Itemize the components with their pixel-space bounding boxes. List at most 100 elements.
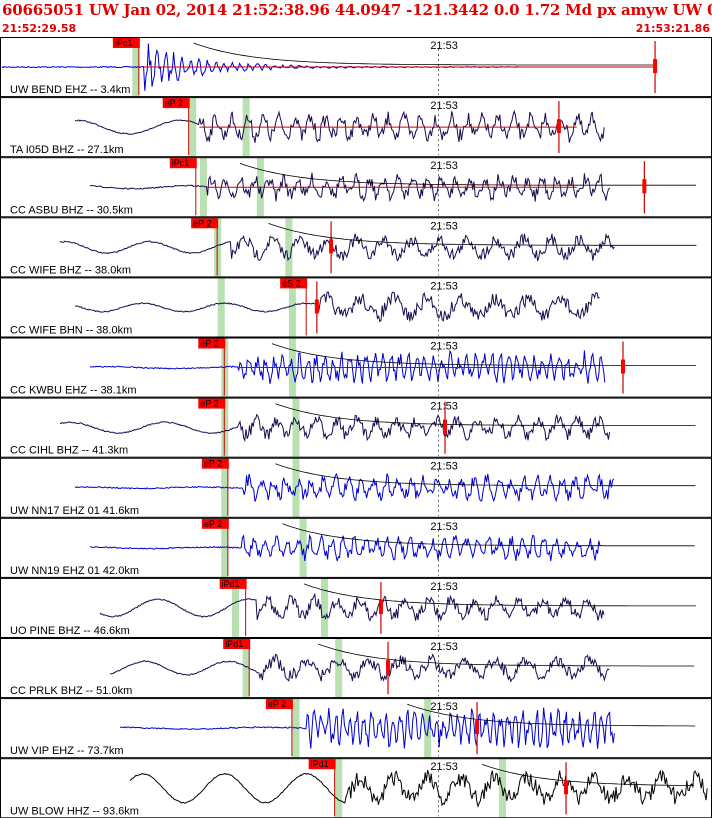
end-mark bbox=[329, 239, 334, 254]
pick-label-box bbox=[191, 218, 219, 229]
p-arrival-band bbox=[231, 578, 239, 637]
pick-label: iPc1 bbox=[115, 38, 133, 48]
minute-label: 21:53 bbox=[430, 100, 458, 112]
waveform-trace bbox=[119, 707, 615, 749]
p-arrival-band bbox=[335, 759, 343, 818]
pick-label: eP 2 bbox=[165, 98, 183, 108]
pick-label-box bbox=[223, 639, 251, 649]
minute-label: 21:53 bbox=[430, 341, 458, 353]
p-arrival-band bbox=[189, 98, 197, 157]
station-label: UW BLOW HHZ -- 93.6km bbox=[10, 805, 139, 817]
window-start-time: 21:52:29.58 bbox=[2, 22, 77, 35]
station-label: UW NN19 EHZ 01 42.0km bbox=[10, 565, 139, 577]
waveform-trace bbox=[74, 109, 605, 143]
station-label: CC WIFE BHZ -- 38.0km bbox=[10, 264, 131, 276]
p-arrival-band bbox=[199, 158, 207, 217]
pick-label: eP 2 bbox=[204, 459, 222, 469]
end-mark bbox=[653, 59, 658, 74]
s-arrival-band bbox=[288, 278, 296, 337]
pick-label-box bbox=[308, 759, 336, 770]
pick-label-box bbox=[112, 38, 140, 48]
end-mark bbox=[386, 660, 391, 675]
end-mark bbox=[443, 419, 447, 434]
pick-label: eP 2 bbox=[204, 519, 222, 529]
pick-label: eP 2 bbox=[268, 699, 286, 709]
station-label: CC PRLK BHZ -- 51.0km bbox=[10, 685, 132, 697]
event-title: 60665051 UW Jan 02, 2014 21:52:38.96 44.… bbox=[2, 1, 712, 19]
coda-fit-curve bbox=[275, 403, 696, 426]
pick-label: eP 2 bbox=[200, 339, 218, 349]
minute-label: 21:53 bbox=[430, 160, 458, 172]
s-arrival-band bbox=[335, 639, 343, 698]
pick-label: iPc1 bbox=[172, 158, 190, 168]
end-mark bbox=[475, 720, 480, 735]
minute-label: 21:53 bbox=[430, 581, 458, 593]
station-label: UW BEND EHZ -- 3.4km bbox=[10, 84, 130, 96]
s-arrival-band bbox=[299, 518, 307, 577]
minute-label: 21:53 bbox=[430, 701, 458, 713]
station-label: TA I05D BHZ -- 27.1km bbox=[10, 144, 124, 156]
minute-label: 21:53 bbox=[430, 40, 458, 52]
end-mark bbox=[556, 119, 561, 134]
pick-label-box bbox=[198, 338, 226, 349]
pick-label: eP 2 bbox=[193, 218, 211, 228]
coda-fit-curve bbox=[303, 583, 696, 607]
pick-label-box bbox=[201, 458, 229, 469]
pick-label-box bbox=[280, 278, 308, 289]
station-label: CC KWBU EHZ -- 38.1km bbox=[10, 385, 137, 397]
waveform-trace bbox=[89, 172, 610, 203]
window-end-time: 21:53:21.86 bbox=[635, 22, 710, 35]
minute-label: 21:53 bbox=[430, 280, 458, 292]
station-label: CC ASBU BHZ -- 30.5km bbox=[10, 204, 133, 216]
p-arrival-band bbox=[217, 278, 225, 337]
minute-label: 21:53 bbox=[430, 220, 458, 232]
pick-label-box bbox=[219, 578, 247, 589]
minute-label: 21:53 bbox=[430, 401, 458, 413]
pick-label-box bbox=[198, 398, 226, 409]
station-label: UW VIP EHZ -- 73.7km bbox=[10, 745, 123, 757]
coda-fit-curve bbox=[481, 763, 694, 786]
waveform-trace bbox=[129, 769, 708, 808]
coda-fit-curve bbox=[282, 523, 695, 547]
minute-label: 21:53 bbox=[430, 641, 458, 653]
pick-label: iPd1 bbox=[222, 579, 240, 589]
s-arrival-band bbox=[285, 218, 293, 277]
coda-fit-curve bbox=[239, 162, 696, 186]
station-label: UW NN17 EHZ 01 41.6km bbox=[10, 505, 139, 517]
end-mark bbox=[621, 359, 625, 374]
waveform-trace bbox=[59, 233, 615, 262]
pick-label-box bbox=[162, 98, 190, 109]
coda-fit-curve bbox=[407, 703, 696, 727]
end-mark bbox=[378, 599, 383, 614]
end-mark bbox=[564, 780, 569, 795]
p-arrival-band bbox=[221, 518, 229, 577]
coda-fit-curve bbox=[193, 42, 654, 66]
p-arrival-band bbox=[242, 639, 250, 698]
pick-label: iPd1 bbox=[311, 759, 329, 769]
minute-label: 21:53 bbox=[430, 461, 458, 473]
coda-fit-curve bbox=[275, 463, 696, 487]
waveform-trace bbox=[59, 413, 611, 443]
pick-label-box bbox=[169, 158, 197, 169]
s-arrival-band bbox=[292, 398, 300, 457]
station-label: CC WIFE BHN -- 38.0km bbox=[10, 325, 132, 337]
pick-label: eP 2 bbox=[200, 399, 218, 409]
waveform-trace bbox=[99, 592, 605, 622]
end-mark bbox=[642, 179, 647, 194]
station-label: CC CIHL BHZ -- 41.3km bbox=[10, 445, 128, 457]
event-header: 60665051 UW Jan 02, 2014 21:52:38.96 44.… bbox=[0, 0, 712, 38]
pick-label: iPd1 bbox=[225, 639, 243, 649]
end-mark bbox=[314, 299, 319, 314]
waveform-trace bbox=[89, 533, 601, 562]
s-arrival-band bbox=[320, 578, 328, 637]
pick-label-box bbox=[201, 518, 229, 529]
waveform-trace bbox=[74, 472, 615, 503]
coda-fit-curve bbox=[318, 643, 695, 667]
pick-label: eS 2 bbox=[282, 278, 301, 288]
coda-fit-curve bbox=[271, 343, 696, 366]
coda-fit-curve bbox=[268, 223, 697, 246]
waveform-trace bbox=[109, 653, 610, 683]
minute-label: 21:53 bbox=[430, 521, 458, 533]
waveform-trace bbox=[74, 291, 600, 323]
